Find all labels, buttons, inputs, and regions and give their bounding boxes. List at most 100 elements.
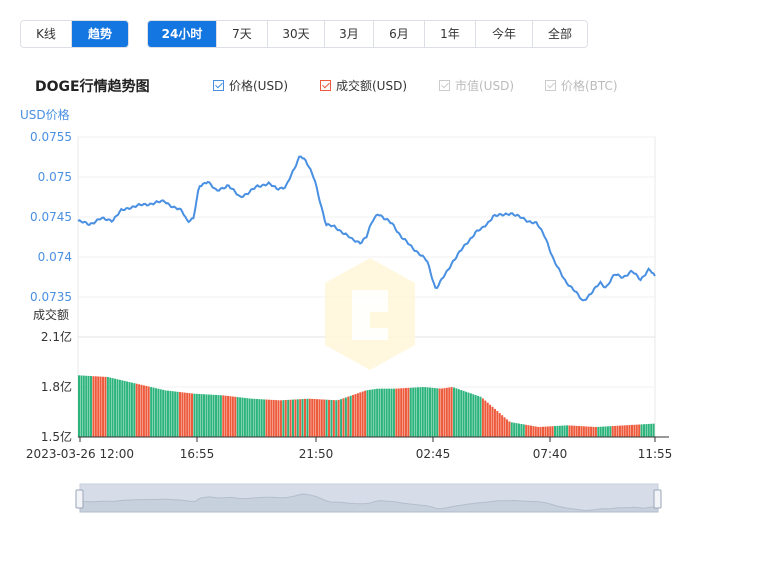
volume-bar (378, 388, 381, 437)
volume-bar (80, 375, 83, 437)
volume-bar (181, 392, 184, 437)
volume-bar (92, 376, 95, 437)
volume-bar (635, 424, 638, 437)
legend-checkbox-icon[interactable] (545, 80, 556, 91)
tab-view-0[interactable]: K线 (21, 21, 72, 47)
volume-bar (152, 387, 155, 437)
volume-bar (481, 398, 484, 437)
volume-bar (558, 425, 561, 437)
tab-range-0[interactable]: 24小时 (148, 21, 217, 47)
volume-bar (645, 424, 648, 437)
volume-bar (227, 395, 230, 437)
volume-bar (642, 424, 645, 437)
volume-bar (438, 388, 441, 437)
volume-bar (412, 387, 415, 437)
volume-bar (469, 393, 472, 437)
volume-bar (510, 422, 513, 437)
volume-bar (270, 399, 273, 437)
volume-bar (361, 391, 364, 437)
volume-bar (599, 426, 602, 437)
volume-bar (118, 379, 121, 437)
volume-bar (409, 387, 412, 437)
volume-bar (289, 399, 292, 437)
legend-label: 成交额(USD) (336, 79, 408, 93)
volume-bar (626, 425, 629, 437)
volume-bar (282, 400, 285, 437)
volume-bar (380, 388, 383, 437)
volume-bar (594, 426, 597, 437)
volume-bar (580, 426, 583, 437)
volume-bar (330, 399, 333, 437)
volume-bar (159, 389, 162, 437)
volume-bar (436, 388, 439, 437)
volume-bar (426, 387, 429, 437)
volume-bar (296, 399, 299, 437)
tab-range-5[interactable]: 1年 (425, 21, 476, 47)
volume-bar (448, 387, 451, 437)
volume-bar (313, 399, 316, 437)
tab-range-7[interactable]: 全部 (533, 21, 587, 47)
navigator-handle-right-icon[interactable] (653, 489, 662, 509)
volume-bar (316, 399, 319, 437)
volume-bar (431, 387, 434, 437)
volume-bar (109, 377, 112, 437)
tab-range-4[interactable]: 6月 (374, 21, 425, 47)
volume-bar (529, 425, 532, 437)
navigator-handle-left-icon[interactable] (75, 489, 84, 509)
legend-item-3[interactable]: 价格(BTC) (545, 77, 618, 94)
tab-range-6[interactable]: 今年 (476, 21, 533, 47)
volume-bar (133, 383, 136, 437)
volume-bar (443, 388, 446, 437)
volume-bar (419, 387, 422, 437)
volume-bar (85, 375, 88, 437)
volume-bar (498, 413, 501, 437)
legend-checkbox-icon[interactable] (213, 80, 224, 91)
volume-bar (142, 385, 145, 437)
volume-bar (111, 378, 114, 437)
volume-bar (395, 388, 398, 437)
legend-item-1[interactable]: 成交额(USD) (320, 77, 407, 94)
volume-bar (241, 397, 244, 437)
volume-bar (200, 394, 203, 437)
volume-bar (224, 395, 227, 437)
volume-bar (255, 398, 258, 437)
volume-bar (433, 388, 436, 437)
volume-bar (441, 388, 444, 437)
legend-item-0[interactable]: 价格(USD) (213, 77, 288, 94)
volume-bar (602, 426, 605, 437)
volume-tick-label: 2.1亿 (41, 329, 72, 344)
volume-bar (633, 424, 636, 437)
volume-bar (258, 399, 261, 437)
volume-bar (414, 387, 417, 437)
volume-bar (400, 388, 403, 437)
volume-bar (465, 391, 468, 437)
volume-bar (590, 426, 593, 437)
volume-bar (489, 404, 492, 437)
volume-bar (231, 396, 234, 437)
volume-bar (325, 399, 328, 437)
tab-range-2[interactable]: 30天 (268, 21, 325, 47)
volume-bar (337, 399, 340, 437)
volume-bar (505, 419, 508, 437)
tab-view-1[interactable]: 趋势 (72, 21, 128, 47)
volume-bar (467, 392, 470, 437)
volume-bar (537, 426, 540, 437)
legend-item-2[interactable]: 市值(USD) (439, 77, 514, 94)
volume-bar (491, 406, 494, 437)
tab-range-1[interactable]: 7天 (217, 21, 268, 47)
volume-bar (455, 388, 458, 437)
volume-tick-label: 1.8亿 (41, 379, 72, 394)
legend-checkbox-icon[interactable] (320, 80, 331, 91)
tab-range-3[interactable]: 3月 (325, 21, 374, 47)
volume-bar (575, 425, 578, 437)
volume-bar (592, 426, 595, 437)
volume-bar (150, 387, 153, 437)
volume-bar (344, 397, 347, 437)
volume-bar (277, 400, 280, 437)
volume-bar (311, 398, 314, 437)
volume-bar (301, 399, 304, 437)
volume-bar (640, 424, 643, 437)
legend-checkbox-icon[interactable] (439, 80, 450, 91)
volume-bar (561, 425, 564, 437)
volume-bar (388, 388, 391, 437)
